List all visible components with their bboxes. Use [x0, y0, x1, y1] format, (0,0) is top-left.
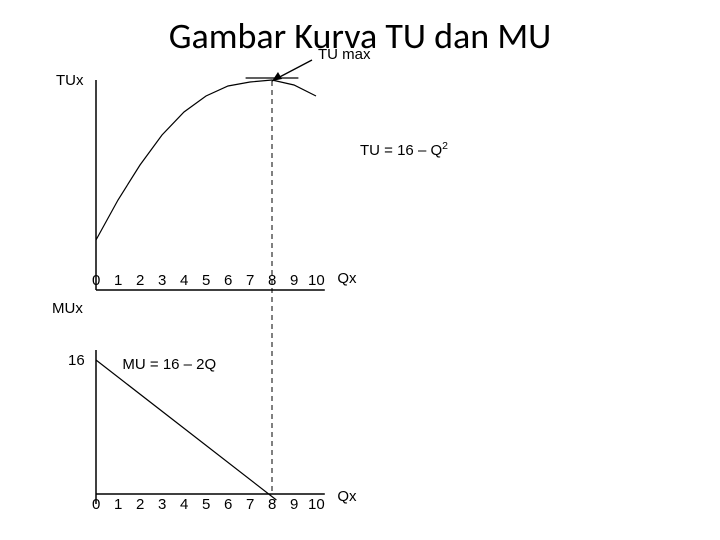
- x-tick: 7: [246, 272, 254, 289]
- x-tick: 8: [268, 272, 276, 289]
- x-tick: 3: [158, 496, 166, 513]
- diagram-svg: [0, 0, 720, 540]
- tu-y-axis-label: TUx: [56, 72, 84, 89]
- x-tick: 7: [246, 496, 254, 513]
- x-tick: 1: [114, 272, 122, 289]
- x-tick: 0: [92, 272, 100, 289]
- x-tick: 10: [308, 272, 325, 289]
- x-tick: 9: [290, 272, 298, 289]
- tu-equation-label: TU = 16 – Q2: [360, 140, 448, 159]
- x-tick: 6: [224, 272, 232, 289]
- x-tick: 2: [136, 272, 144, 289]
- mu-equation-label: MU = 16 – 2Q: [122, 356, 216, 373]
- x-tick: 6: [224, 496, 232, 513]
- tu-max-label: TU max: [318, 46, 371, 63]
- x-tick: 1: [114, 496, 122, 513]
- x-tick: 2: [136, 496, 144, 513]
- x-tick: 5: [202, 272, 210, 289]
- mu-x-axis-label: Qx: [337, 488, 356, 505]
- mu-y-axis-label: MUx: [52, 300, 83, 317]
- x-tick: 4: [180, 496, 188, 513]
- x-tick: 9: [290, 496, 298, 513]
- x-tick: 3: [158, 272, 166, 289]
- x-tick: 8: [268, 496, 276, 513]
- x-tick: 0: [92, 496, 100, 513]
- x-tick: 10: [308, 496, 325, 513]
- x-tick: 5: [202, 496, 210, 513]
- mu-y-intercept-label: 16: [68, 352, 85, 369]
- x-tick: 4: [180, 272, 188, 289]
- tu-x-axis-label: Qx: [337, 270, 356, 287]
